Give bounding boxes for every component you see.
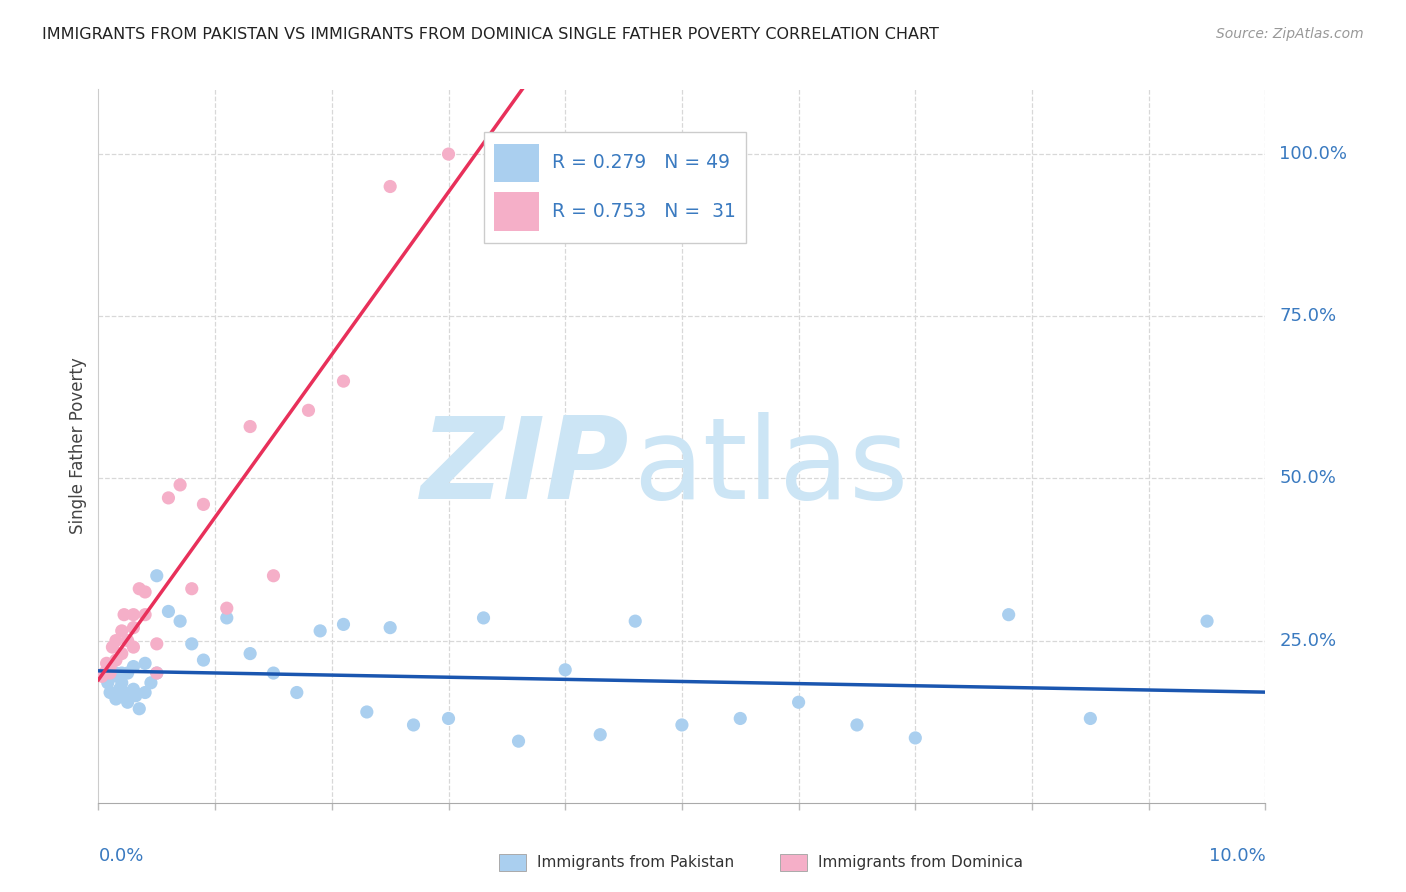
Text: 100.0%: 100.0%	[1279, 145, 1347, 163]
Text: IMMIGRANTS FROM PAKISTAN VS IMMIGRANTS FROM DOMINICA SINGLE FATHER POVERTY CORRE: IMMIGRANTS FROM PAKISTAN VS IMMIGRANTS F…	[42, 27, 939, 42]
Point	[98, 666, 121, 681]
Point	[332, 617, 354, 632]
Point	[193, 497, 215, 511]
Point	[128, 702, 150, 716]
Point	[624, 614, 647, 628]
Point	[108, 682, 131, 697]
Point	[239, 647, 262, 661]
Point	[122, 607, 145, 622]
Point	[157, 604, 180, 618]
Point	[101, 640, 124, 654]
Point	[215, 611, 238, 625]
Point	[146, 666, 169, 681]
Point	[1195, 614, 1218, 628]
Point	[239, 419, 262, 434]
Point	[117, 633, 139, 648]
Point	[437, 711, 460, 725]
Point	[98, 685, 121, 699]
Point	[104, 692, 127, 706]
Text: 10.0%: 10.0%	[1209, 847, 1265, 865]
Point	[169, 614, 191, 628]
Point	[101, 669, 124, 683]
Point	[104, 653, 127, 667]
Text: ZIP: ZIP	[420, 412, 630, 523]
Text: R = 0.279   N = 49: R = 0.279 N = 49	[551, 153, 730, 172]
Point	[728, 711, 751, 725]
Point	[262, 666, 284, 681]
Point	[125, 689, 148, 703]
Point	[111, 624, 134, 638]
Point	[589, 728, 612, 742]
Point	[378, 179, 402, 194]
Point	[134, 607, 156, 622]
Point	[169, 478, 191, 492]
Point	[437, 147, 460, 161]
Point	[90, 669, 112, 683]
Text: Source: ZipAtlas.com: Source: ZipAtlas.com	[1216, 27, 1364, 41]
Point	[904, 731, 927, 745]
FancyBboxPatch shape	[484, 132, 747, 243]
FancyBboxPatch shape	[494, 144, 538, 182]
Point	[134, 585, 156, 599]
Text: R = 0.753   N =  31: R = 0.753 N = 31	[551, 202, 735, 221]
Point	[97, 675, 120, 690]
Point	[112, 607, 135, 622]
Text: 75.0%: 75.0%	[1279, 307, 1337, 326]
Point	[180, 637, 202, 651]
Point	[378, 621, 402, 635]
Point	[297, 403, 319, 417]
Point	[285, 685, 308, 699]
Point	[104, 633, 127, 648]
Point	[787, 695, 810, 709]
Text: 0.0%: 0.0%	[98, 847, 143, 865]
Point	[134, 657, 156, 671]
Text: Immigrants from Pakistan: Immigrants from Pakistan	[537, 855, 734, 870]
Point	[402, 718, 425, 732]
Y-axis label: Single Father Poverty: Single Father Poverty	[69, 358, 87, 534]
Point	[93, 669, 115, 683]
Point	[122, 640, 145, 654]
Text: atlas: atlas	[633, 412, 908, 523]
FancyBboxPatch shape	[494, 193, 538, 231]
Point	[98, 659, 121, 673]
Point	[117, 666, 139, 681]
Text: 50.0%: 50.0%	[1279, 469, 1336, 487]
Point	[554, 663, 576, 677]
Point	[472, 611, 495, 625]
Point	[111, 666, 134, 681]
Point	[96, 657, 118, 671]
Point	[356, 705, 378, 719]
Point	[332, 374, 354, 388]
Point	[117, 695, 139, 709]
Point	[139, 675, 162, 690]
Point	[180, 582, 202, 596]
Point	[146, 666, 169, 681]
Point	[134, 685, 156, 699]
Point	[122, 682, 145, 697]
Point	[309, 624, 332, 638]
Point	[845, 718, 868, 732]
Point	[146, 637, 169, 651]
Point	[508, 734, 530, 748]
Point	[112, 685, 135, 699]
Point	[111, 675, 134, 690]
Point	[122, 659, 145, 673]
Point	[671, 718, 693, 732]
Point	[111, 647, 134, 661]
Text: Immigrants from Dominica: Immigrants from Dominica	[818, 855, 1024, 870]
Point	[146, 568, 169, 582]
Point	[104, 666, 127, 681]
Point	[215, 601, 238, 615]
Point	[262, 568, 284, 582]
Point	[128, 582, 150, 596]
Text: 25.0%: 25.0%	[1279, 632, 1337, 649]
Point	[193, 653, 215, 667]
Point	[122, 621, 145, 635]
Point	[93, 666, 115, 681]
Point	[157, 491, 180, 505]
Point	[1080, 711, 1102, 725]
Point	[98, 666, 121, 681]
Point	[997, 607, 1019, 622]
